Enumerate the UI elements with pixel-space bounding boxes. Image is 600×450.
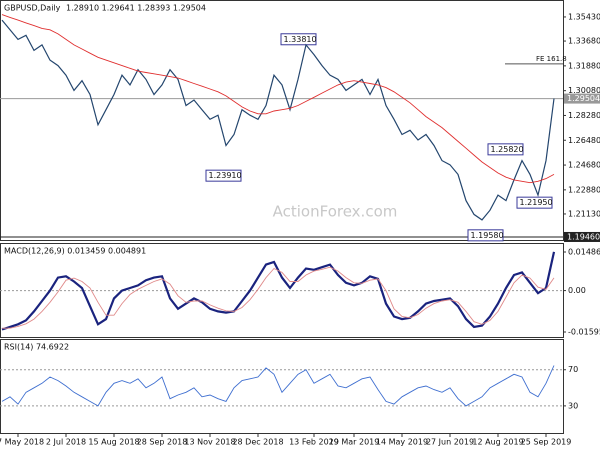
panel-frame [0,0,564,241]
fe-label: FE 161.8 [536,55,567,63]
annotation-box [487,143,524,156]
annotation-label: 1.19580 [471,231,504,240]
x-tick-label: 2 Jul 2018 [46,438,86,447]
price-level-label: 1.19460 [567,232,600,241]
x-tick-label: 29 Mar 2019 [329,438,380,447]
x-tick-label: 25 Sep 2019 [521,438,572,447]
panel-title: RSI(14) 74.6922 [4,343,69,352]
y-tick-label: 0.00 [568,286,586,295]
y-tick-label: 1.31880 [568,61,600,70]
y-tick-label: 70 [568,365,578,374]
price-level-box [564,93,600,104]
annotation-label: 1.21950 [520,198,553,207]
annotation-box [205,169,242,182]
y-tick-label: 1.26480 [568,136,600,145]
x-tick-label: 28 Sep 2018 [137,438,188,447]
panel-title: GBPUSD,Daily [4,4,61,13]
series-line [1,251,556,331]
x-tick-label: 13 Feb 2019 [289,438,339,447]
x-tick-label: 27 Jun 2019 [426,438,474,447]
panel-frame [0,339,564,434]
x-tick-label: 12 Aug 2019 [472,438,523,447]
y-tick-label: 1.35430 [568,12,600,21]
annotation-box [467,229,504,242]
x-tick-label: 14 May 2019 [376,438,428,447]
y-tick-label: 1.24680 [568,161,600,170]
x-tick-label: 15 Aug 2018 [88,438,139,447]
series-line [2,266,555,329]
x-tick-label: 17 May 2018 [0,438,44,447]
annotation-box [516,196,553,209]
y-tick-label: 1.33680 [568,37,600,46]
y-tick-label: -0.015958 [568,328,600,337]
y-tick-label: 1.21130 [568,209,600,218]
y-tick-label: 1.28280 [568,111,600,120]
price-level-box [564,231,600,242]
annotation-box [280,33,317,46]
y-tick-label: 1.22880 [568,185,600,194]
y-tick-label: 30 [568,401,578,410]
series-line [1,365,555,407]
watermark: ActionForex.com [273,203,398,221]
y-tick-label: 1.30080 [568,86,600,95]
annotation-label: 1.33810 [284,35,317,44]
annotation-label: 1.23910 [209,171,242,180]
series-line [1,14,555,184]
annotation-label: 1.25820 [491,145,524,154]
series-line [1,19,555,221]
y-tick-label: 0.01486 [568,248,600,257]
x-tick-label: 13 Nov 2018 [184,438,235,447]
price-level-label: 1.29504 [567,94,600,103]
panel-subtitle: 1.28910 1.29641 1.28393 1.29504 [66,4,206,13]
x-tick-label: 28 Dec 2018 [232,438,283,447]
panel-title: MACD(12,26,9) 0.013459 0.004891 [4,247,146,256]
